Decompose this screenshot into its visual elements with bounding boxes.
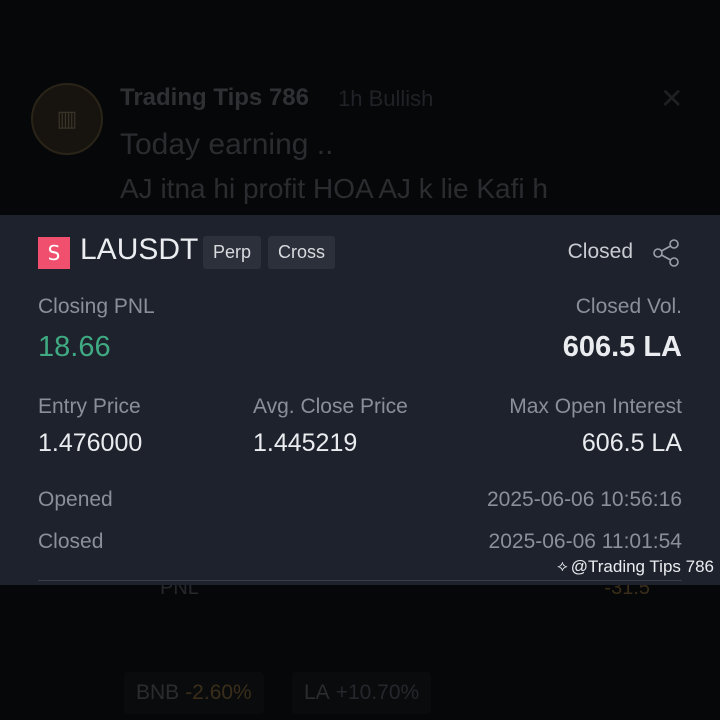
closed-value: 2025-06-06 11:01:54 (488, 530, 682, 553)
coin-chip-bnb[interactable]: BNB -2.60% (124, 672, 264, 714)
tag-cross: Cross (268, 236, 336, 269)
avg-close-value: 1.445219 (253, 429, 358, 457)
closed-vol-label: Closed Vol. (575, 295, 682, 318)
max-oi-label: Max Open Interest (509, 395, 682, 418)
post-text-line: Today earning .. (120, 128, 334, 161)
watermark: ⟡ @Trading Tips 786 (557, 557, 714, 576)
max-oi-value: 606.5 LA (581, 429, 682, 457)
divider (38, 580, 682, 581)
tag-perp: Perp (203, 236, 262, 269)
closing-pnl-value: 18.66 (38, 331, 111, 363)
entry-price-label: Entry Price (38, 395, 141, 418)
closed-label: Closed (38, 530, 104, 553)
position-card (0, 215, 720, 585)
post-author[interactable]: Trading Tips 786 (120, 84, 309, 111)
binance-logo-icon: ⟡ (557, 558, 568, 575)
coin-chip-la[interactable]: LA +10.70% (292, 672, 432, 714)
opened-label: Opened (38, 488, 113, 511)
share-icon[interactable] (651, 238, 681, 268)
closing-pnl-label: Closing PNL (38, 295, 155, 318)
symbol: LAUSDT (80, 233, 199, 266)
status-label: Closed (567, 240, 633, 263)
short-badge: S (38, 237, 70, 269)
post-text-line: AJ itna hi profit HOA AJ k lie Kafi h (120, 173, 548, 204)
opened-value: 2025-06-06 10:56:16 (487, 488, 682, 511)
post-meta: 1h Bullish (338, 86, 434, 111)
avg-close-label: Avg. Close Price (253, 395, 408, 418)
close-icon[interactable]: ✕ (660, 82, 684, 115)
closed-vol-value: 606.5 LA (562, 331, 682, 363)
entry-price-value: 1.476000 (38, 429, 143, 457)
avatar[interactable]: ▥ (31, 83, 103, 155)
background-post: ▥ Trading Tips 786 1h Bullish ✕ Today ea… (0, 0, 720, 215)
